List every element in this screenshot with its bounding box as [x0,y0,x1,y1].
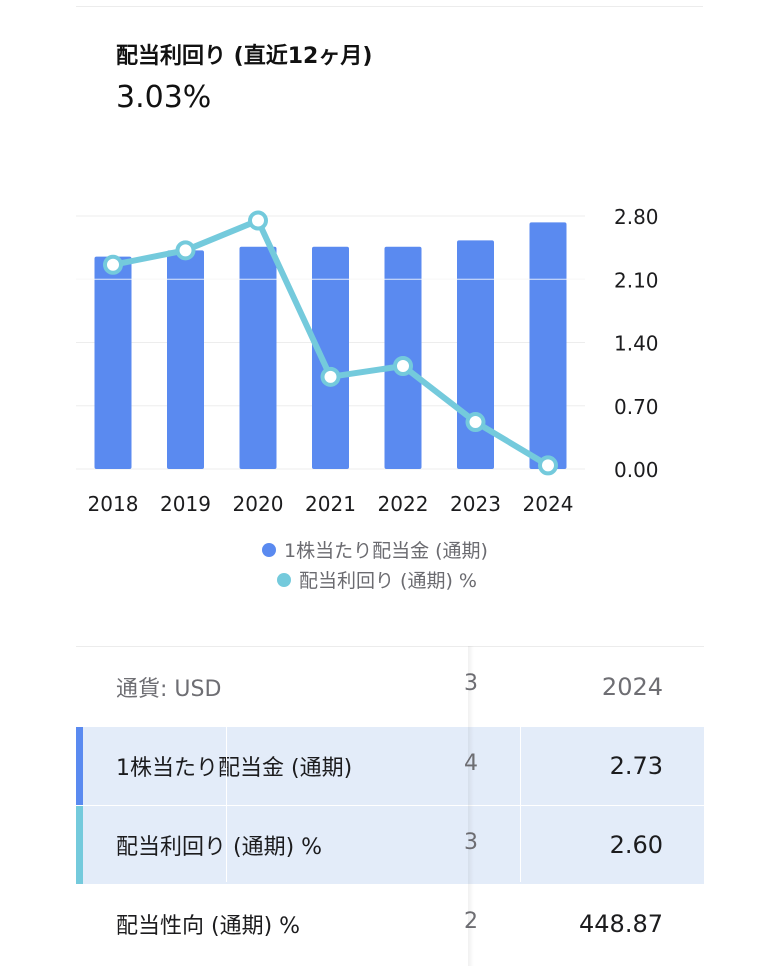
yield-point-2021 [320,366,341,387]
row-label: 配当利回り (通期) % [116,835,323,860]
bar-2020 [239,246,277,469]
yield-point-2019 [175,240,196,261]
currency-label: 通貨: USD [116,677,222,702]
yield-point-2018 [103,254,123,275]
x-tick-label: 2022 [378,492,429,516]
row-label: 配当性向 (通期) % [116,914,301,939]
x-tick-label: 2018 [88,492,139,516]
row-value: 448.87 [579,910,663,938]
legend-label: 配当利回り (通期) % [299,570,477,592]
table-divider [76,646,704,647]
bar-2018 [94,256,132,469]
yield-point-2023 [465,412,486,433]
dividend-table: 通貨: USD 3 2024 1株当たり配当金 (通期) 4 2.73 配当利回… [76,646,704,966]
row-value: 2.60 [609,831,663,859]
clipped-prev-year: 3 [464,671,478,696]
top-divider [76,6,703,7]
row-value: 2.73 [609,752,663,780]
legend-dot-icon [262,542,276,557]
x-tick-label: 2019 [160,492,211,516]
row-label: 1株当たり配当金 (通期) [116,756,353,781]
y-tick-label: 2.10 [614,268,659,292]
table-header-row: 通貨: USD 3 2024 [76,647,704,727]
x-tick-label: 2023 [450,492,501,516]
dividend-yield-title: 配当利回り (直近12ヶ月) [116,44,373,69]
yield-point-2020 [248,210,268,231]
chart-legend: 1株当たり配当金 (通期) 配当利回り (通期) % [0,536,779,596]
y-tick-label: 0.70 [614,395,659,419]
dividend-chart: 2.80 2.10 1.40 0.70 0.00 2018 2019 2020 2021 2022… [76,205,659,516]
x-tick-label: 2020 [233,492,284,516]
clipped-prev-value: 3 [464,830,478,855]
legend-label: 1株当たり配当金 (通期) [284,540,488,562]
x-tick-label: 2021 [305,492,356,516]
legend-item-dividend-yield[interactable]: 配当利回り (通期) % [277,566,779,596]
frozen-column-shadow [468,646,474,966]
cell-divider [226,726,227,882]
clipped-prev-value: 4 [464,751,478,776]
yield-point-2022 [393,355,413,376]
bar-2021 [312,246,349,469]
legend-item-dividend-per-share[interactable]: 1株当たり配当金 (通期) [262,536,779,566]
clipped-prev-value: 2 [464,909,478,934]
bar-2019 [167,250,204,469]
table-row[interactable]: 配当性向 (通期) % 2 448.87 [76,885,704,963]
dividend-yield-value: 3.03% [116,80,212,115]
table-row[interactable]: 1株当たり配当金 (通期) 4 2.73 [76,727,704,806]
bar-2024 [529,222,567,469]
y-tick-label: 0.00 [614,458,659,482]
x-tick-label: 2024 [523,492,574,516]
row-marker [76,727,83,805]
year-header: 2024 [601,673,663,701]
y-tick-label: 1.40 [614,332,659,356]
legend-dot-icon [277,572,291,587]
yield-point-2024 [538,455,558,476]
row-marker [76,806,83,884]
y-tick-label: 2.80 [614,205,659,229]
cell-divider [520,726,521,882]
table-row[interactable]: 配当利回り (通期) % 3 2.60 [76,806,704,885]
bar-2023 [457,240,494,469]
